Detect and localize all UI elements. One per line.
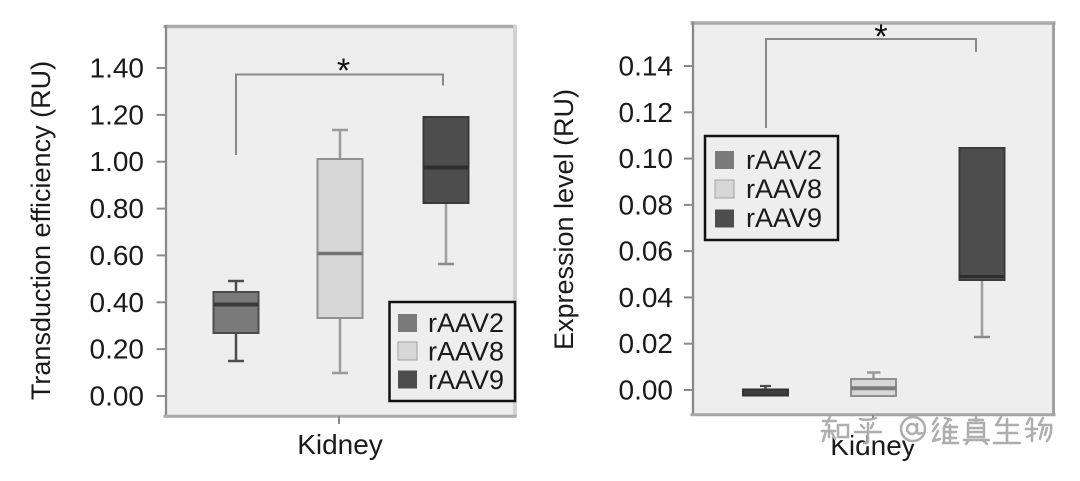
svg-text:1.20: 1.20	[90, 99, 145, 130]
svg-text:0.00: 0.00	[90, 381, 145, 412]
svg-text:0.60: 0.60	[90, 240, 145, 271]
svg-text:0.06: 0.06	[619, 236, 674, 267]
svg-text:rAAV8: rAAV8	[428, 337, 504, 367]
svg-text:1.00: 1.00	[90, 146, 145, 177]
svg-text:0.04: 0.04	[619, 282, 674, 313]
svg-text:0.12: 0.12	[619, 97, 674, 128]
svg-text:rAAV9: rAAV9	[428, 365, 504, 395]
svg-text:Kidney: Kidney	[297, 429, 383, 460]
svg-text:0.08: 0.08	[619, 189, 674, 220]
svg-text:0.02: 0.02	[619, 328, 674, 359]
svg-text:*: *	[874, 18, 887, 56]
svg-text:Transduction efficiency (RU): Transduction efficiency (RU)	[26, 61, 56, 400]
svg-text:0.40: 0.40	[90, 287, 145, 318]
svg-text:0.10: 0.10	[619, 143, 674, 174]
svg-text:rAAV2: rAAV2	[746, 145, 822, 175]
svg-text:*: *	[337, 52, 350, 90]
svg-text:0.80: 0.80	[90, 193, 145, 224]
svg-text:0.14: 0.14	[619, 51, 674, 82]
svg-text:rAAV8: rAAV8	[746, 174, 822, 204]
svg-text:Expression level (RU): Expression level (RU)	[549, 89, 579, 350]
svg-text:0.20: 0.20	[90, 334, 145, 365]
svg-text:0.00: 0.00	[619, 375, 674, 406]
svg-text:rAAV2: rAAV2	[428, 308, 504, 338]
svg-text:1.40: 1.40	[90, 53, 145, 84]
svg-text:rAAV9: rAAV9	[746, 203, 822, 233]
